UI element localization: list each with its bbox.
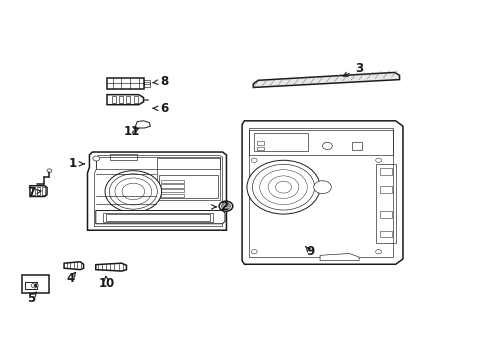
Circle shape (251, 158, 257, 162)
Bar (32, 187, 35, 195)
Text: 2: 2 (220, 201, 227, 213)
Text: 3: 3 (354, 62, 363, 75)
Circle shape (252, 164, 314, 210)
Polygon shape (64, 262, 83, 270)
Text: 5: 5 (27, 292, 35, 305)
Bar (96, 157, 220, 169)
Bar (21, 275, 49, 293)
Bar (107, 78, 143, 89)
Circle shape (259, 170, 306, 204)
Bar (119, 96, 123, 103)
Bar (351, 142, 361, 149)
Bar (160, 180, 183, 183)
Bar (24, 282, 37, 289)
Polygon shape (242, 121, 402, 264)
Circle shape (251, 249, 257, 254)
Text: 7: 7 (27, 186, 36, 199)
Circle shape (31, 283, 38, 288)
Polygon shape (96, 211, 224, 224)
Circle shape (221, 203, 230, 210)
Circle shape (246, 160, 320, 214)
Bar (134, 96, 138, 103)
Bar (126, 96, 130, 103)
Polygon shape (107, 95, 143, 105)
Bar (160, 184, 183, 188)
Circle shape (105, 171, 161, 212)
Circle shape (47, 169, 52, 172)
Polygon shape (30, 186, 47, 197)
Bar (379, 186, 391, 193)
Text: 9: 9 (305, 245, 314, 258)
Circle shape (115, 178, 151, 205)
Bar (249, 130, 392, 155)
Polygon shape (253, 72, 399, 87)
Bar (159, 175, 217, 198)
Text: 8: 8 (160, 75, 168, 88)
Bar (375, 164, 395, 243)
Bar (160, 194, 183, 197)
Bar (379, 168, 391, 175)
Text: 6: 6 (160, 102, 168, 115)
Bar (157, 158, 220, 200)
Circle shape (219, 201, 232, 211)
Text: 1: 1 (69, 157, 77, 170)
Circle shape (375, 249, 381, 254)
Circle shape (122, 183, 144, 200)
Bar (37, 187, 40, 195)
Bar (254, 134, 307, 151)
Circle shape (313, 181, 330, 194)
Bar (379, 231, 391, 237)
Circle shape (93, 156, 100, 161)
Bar (103, 213, 212, 222)
Polygon shape (320, 253, 358, 261)
Bar (112, 96, 116, 103)
Bar (110, 154, 137, 160)
Polygon shape (87, 152, 226, 230)
Bar (160, 189, 183, 192)
Circle shape (109, 174, 157, 209)
Bar (105, 214, 210, 221)
Bar (379, 211, 391, 218)
Circle shape (275, 181, 291, 193)
Text: 4: 4 (66, 272, 74, 285)
Bar (143, 80, 150, 84)
Polygon shape (135, 121, 150, 128)
Circle shape (267, 176, 298, 198)
Polygon shape (96, 263, 126, 271)
Bar (41, 187, 45, 195)
Circle shape (375, 158, 381, 162)
Text: 11: 11 (123, 125, 139, 138)
Text: 10: 10 (99, 278, 115, 291)
Circle shape (322, 142, 331, 149)
Bar (256, 141, 264, 145)
Bar (256, 147, 264, 150)
Bar (143, 82, 150, 87)
